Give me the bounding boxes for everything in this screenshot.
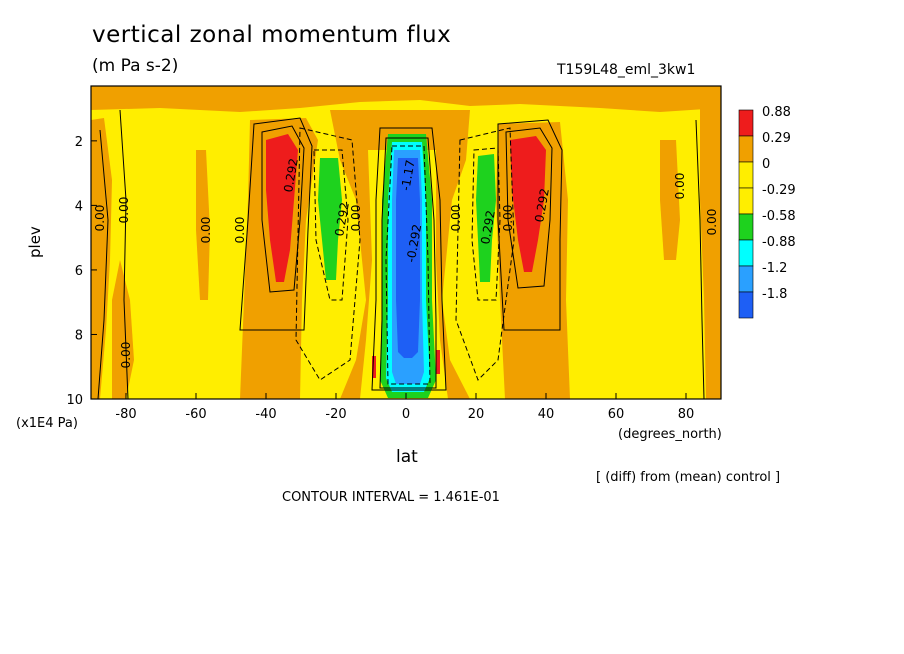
y-axis-unit: (x1E4 Pa) — [16, 416, 78, 431]
x-axis-label: lat — [396, 447, 418, 467]
contour-left-1 — [119, 109, 129, 399]
contour-label: 0.00 — [501, 205, 515, 232]
contour-label: 0.00 — [119, 342, 133, 369]
contour-label: 0.00 — [673, 173, 687, 200]
fill-green-north — [476, 154, 496, 282]
chart-title: vertical zonal momentum flux — [92, 22, 452, 48]
legend-label: -0.29 — [762, 183, 796, 198]
legend-swatch — [738, 265, 754, 293]
contour-lines — [97, 109, 705, 399]
fill-red-core-north — [510, 136, 546, 272]
contour-label: 0.00 — [199, 217, 213, 244]
contour-fills — [91, 86, 721, 399]
legend-swatch — [738, 213, 754, 241]
x-tick-label: 80 — [678, 407, 695, 422]
contour-label: 0.292 — [332, 201, 352, 237]
legend-label: -0.88 — [762, 235, 796, 250]
fill-top-band — [91, 86, 721, 112]
contour-label: -0.292 — [404, 223, 425, 264]
y-tick-label: 8 — [75, 328, 83, 343]
x-tick-label: 0 — [402, 407, 410, 422]
y-tick-label: 6 — [75, 264, 83, 279]
contour-green-south — [313, 149, 349, 301]
contour-label: 0.00 — [705, 209, 719, 236]
fill-right-thin-band — [660, 140, 680, 260]
fill-left-thin-band — [196, 150, 210, 300]
contour-green-north — [471, 147, 501, 301]
fill-red-core-south — [266, 134, 298, 282]
fill-right-edge — [700, 104, 721, 399]
fill-left-edge — [91, 118, 112, 399]
contour-jet-outer — [371, 127, 447, 391]
legend-swatch — [738, 135, 754, 163]
fill-red-sliver-right — [436, 350, 440, 374]
fill-red-sliver-left — [372, 356, 376, 378]
x-tick-label: 40 — [538, 407, 555, 422]
negative-contours — [295, 127, 515, 385]
legend-swatch — [738, 187, 754, 215]
fill-jet-darkblue — [396, 158, 420, 358]
contour-south-negative — [295, 127, 361, 381]
legend-swatch — [738, 161, 754, 189]
contour-label: 0.00 — [349, 205, 363, 232]
x-axis-unit: (degrees_north) — [618, 427, 722, 442]
y-tick-label: 4 — [75, 199, 83, 214]
contour-jet-inner — [385, 145, 431, 385]
contour-interval: CONTOUR INTERVAL = 1.461E-01 — [282, 490, 500, 505]
color-legend: 0.88 0.29 0 -0.29 -0.58 -0.88 -1.2 -1.8 — [738, 105, 796, 319]
contour-left-2 — [97, 129, 109, 399]
contour-label: 0.292 — [532, 187, 552, 223]
legend-label: 0 — [762, 157, 770, 172]
legend-label: -1.8 — [762, 287, 787, 302]
contour-label: 0.00 — [233, 217, 247, 244]
contour-right-1 — [695, 119, 705, 399]
contour-south-outer — [261, 125, 305, 293]
x-tick-label: -20 — [325, 407, 346, 422]
fill-left-column — [112, 260, 134, 399]
contour-label: 0.292 — [478, 209, 498, 245]
legend-label: 0.88 — [762, 105, 791, 120]
contour-north-negative — [455, 127, 515, 381]
diff-note: [ (diff) from (mean) control ] — [596, 470, 781, 485]
y-tick-label: 10 — [66, 393, 83, 408]
contour-label: 0.00 — [449, 205, 463, 232]
x-tick-label: -40 — [255, 407, 276, 422]
contour-label: -1.17 — [398, 159, 417, 192]
contour-label: 0.00 — [117, 197, 131, 224]
run-id: T159L48_eml_3kw1 — [557, 62, 696, 78]
legend-swatch — [738, 291, 754, 319]
x-tick-label: -80 — [115, 407, 136, 422]
contour-jet-mid — [379, 137, 437, 389]
legend-swatch — [738, 239, 754, 267]
legend-label: 0.29 — [762, 131, 791, 146]
x-tick-label: -60 — [185, 407, 206, 422]
legend-label: -0.58 — [762, 209, 796, 224]
contour-label: 0.292 — [281, 157, 301, 193]
axes: -80 -60 -40 -20 0 20 40 60 80 2 4 6 8 10 — [66, 135, 694, 422]
contour-label: 0.00 — [93, 205, 107, 232]
x-tick-label: 20 — [468, 407, 485, 422]
chart-units: (m Pa s-2) — [92, 56, 179, 76]
legend-swatch — [738, 109, 754, 137]
x-tick-label: 60 — [608, 407, 625, 422]
contour-south-wide — [239, 117, 313, 331]
contour-north-outer — [505, 127, 553, 289]
y-tick-label: 2 — [75, 135, 83, 150]
legend-label: -1.2 — [762, 261, 787, 276]
fill-green-south — [318, 158, 342, 280]
